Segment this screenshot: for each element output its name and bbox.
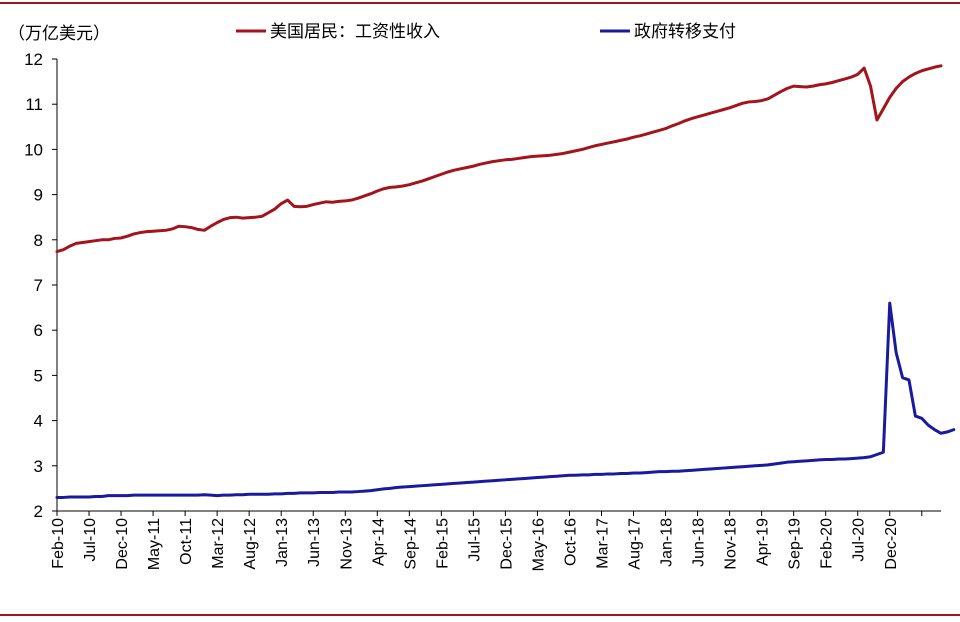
y-tick-label: 4 xyxy=(34,412,43,431)
x-tick-label: Nov-18 xyxy=(723,518,740,570)
y-unit-label: （万亿美元） xyxy=(8,24,110,44)
x-tick-label: Jul-15 xyxy=(466,518,483,562)
x-tick-label: Jun-13 xyxy=(306,518,323,567)
y-tick-label: 10 xyxy=(24,140,43,159)
x-tick-label: Apr-19 xyxy=(755,518,772,566)
x-tick-label: Feb-10 xyxy=(50,518,67,569)
x-tick-label: Jul-10 xyxy=(82,518,99,562)
series-line-wages xyxy=(55,64,943,254)
x-tick-label: Aug-12 xyxy=(242,518,259,570)
y-tick-label: 6 xyxy=(34,321,43,340)
y-tick-label: 12 xyxy=(24,50,43,69)
x-tick-label: May-16 xyxy=(530,518,547,571)
x-tick-label: Aug-17 xyxy=(627,518,644,570)
y-tick-label: 2 xyxy=(34,502,43,521)
y-tick-label: 3 xyxy=(34,457,43,476)
x-tick-label: Dec-10 xyxy=(114,518,131,570)
x-tick-label: Oct-11 xyxy=(178,518,195,565)
x-tick-label: Apr-14 xyxy=(370,518,387,566)
x-tick-label: Feb-15 xyxy=(434,518,451,569)
legend-item-transfers: 政府转移支付 xyxy=(600,22,736,42)
x-tick-label: Dec-15 xyxy=(498,518,515,570)
y-tick-label: 7 xyxy=(34,276,43,295)
x-tick-label: May-11 xyxy=(146,518,163,570)
legend-item-wages: 美国居民：工资性收入 xyxy=(236,22,440,42)
x-tick-label: Sep-19 xyxy=(787,518,804,570)
y-tick-label: 9 xyxy=(34,186,43,205)
x-tick-label: Jan-13 xyxy=(274,518,291,567)
x-tick-label: Feb-20 xyxy=(819,518,836,569)
legend-label-transfers: 政府转移支付 xyxy=(634,22,736,42)
x-tick-label: Jul-20 xyxy=(851,518,868,562)
legend-label-wages: 美国居民：工资性收入 xyxy=(270,22,440,42)
x-tick-label: Sep-14 xyxy=(402,518,419,570)
series-layer xyxy=(55,64,956,499)
y-tick-label: 8 xyxy=(34,231,43,250)
x-tick-label: Nov-13 xyxy=(338,518,355,570)
x-tick-label: Jan-18 xyxy=(659,518,676,567)
x-tick-label: Dec-20 xyxy=(883,518,900,570)
y-tick-label: 5 xyxy=(34,366,43,385)
x-tick-label: Jun-18 xyxy=(691,518,708,567)
y-tick-label: 11 xyxy=(25,95,43,114)
x-tick-label: Mar-12 xyxy=(210,518,227,569)
x-tick-label: Oct-16 xyxy=(562,518,579,566)
legend: 美国居民：工资性收入 政府转移支付 xyxy=(236,22,736,42)
y-axis: 2 3 4 5 6 7 8 9 10 11 12 xyxy=(24,50,58,521)
x-tick-label: Mar-17 xyxy=(594,518,611,569)
x-axis: Feb-10 Jul-10 Dec-10 May-11 Oct-11 Mar-12 Aug-… xyxy=(50,510,941,571)
series-line-transfers xyxy=(55,301,956,499)
